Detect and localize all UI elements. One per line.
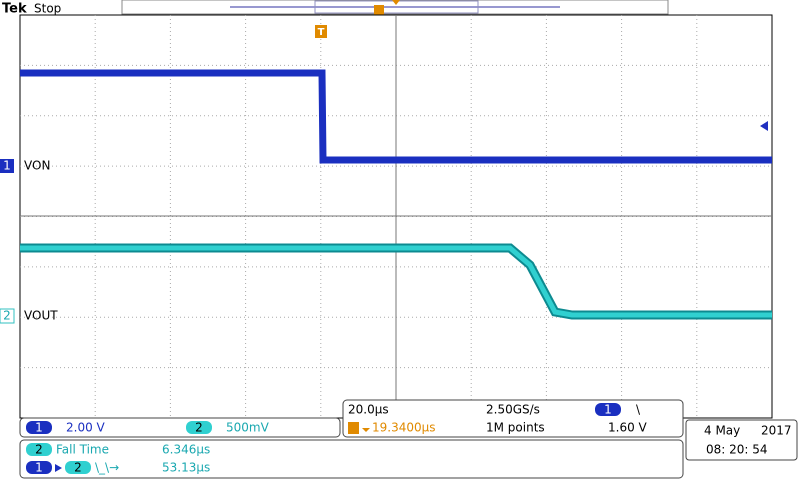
trigger-source-badge [595, 403, 621, 416]
brand: Tek [2, 2, 27, 17]
meas2-source: 1 [35, 461, 43, 475]
meas1-source-badge [26, 443, 52, 456]
meas2-target: 2 [74, 461, 82, 475]
trigger-badge-label: T [318, 27, 325, 38]
clock-box [685, 419, 798, 461]
ch2-badge [0, 308, 15, 324]
ch1-scale-number: 1 [35, 421, 43, 435]
waveform-von [20, 69, 772, 164]
meas2-value: 53.13µs [162, 461, 210, 475]
waveform-vout [20, 245, 772, 318]
trigger-pos-icon [348, 422, 359, 434]
channel-scale-box [19, 417, 341, 438]
record-length: 1M points [486, 421, 545, 435]
clock-date: 4 May [704, 424, 740, 438]
clock-time: 08: 20: 54 [706, 443, 768, 457]
clock-year: 2017 [761, 424, 792, 438]
trigger-level-marker [760, 121, 768, 131]
meas1-value: 6.346µs [162, 443, 210, 457]
ch1-scale: 2.00 V [66, 421, 106, 435]
time-scale: 20.0µs [348, 403, 389, 417]
trigger-position: 19.3400µs [372, 421, 436, 435]
ch2-label: VOUT [24, 309, 58, 323]
trigger-level: 1.60 V [608, 421, 648, 435]
trigger-marker-top [374, 5, 384, 15]
trigger-pos-arrow [362, 428, 370, 432]
meas2-arrow [55, 464, 62, 472]
trigger-source: 1 [604, 403, 612, 417]
ch1-scale-badge [26, 421, 52, 434]
sample-rate: 2.50GS/s [486, 403, 540, 417]
meas2-source-badge [26, 461, 52, 474]
run-status: Stop [34, 2, 61, 16]
ch1-badge [0, 159, 14, 173]
measurement-box [19, 439, 684, 479]
ch1-number: 1 [3, 159, 11, 173]
ch2-scale-number: 2 [195, 421, 203, 435]
ch2-scale-badge [186, 421, 212, 434]
meas1-name: Fall Time [56, 443, 109, 457]
meas1-source: 2 [35, 443, 43, 457]
trigger-slope: \ [636, 403, 641, 417]
trigger-position-marker [392, 0, 400, 5]
ch2-scale: 500mV [226, 421, 270, 435]
ch2-number: 2 [3, 309, 11, 323]
meas2-name: \_\→ [95, 461, 119, 475]
ch1-label: VON [24, 159, 50, 173]
meas2-target-badge [65, 461, 91, 474]
trigger-badge [315, 25, 327, 38]
